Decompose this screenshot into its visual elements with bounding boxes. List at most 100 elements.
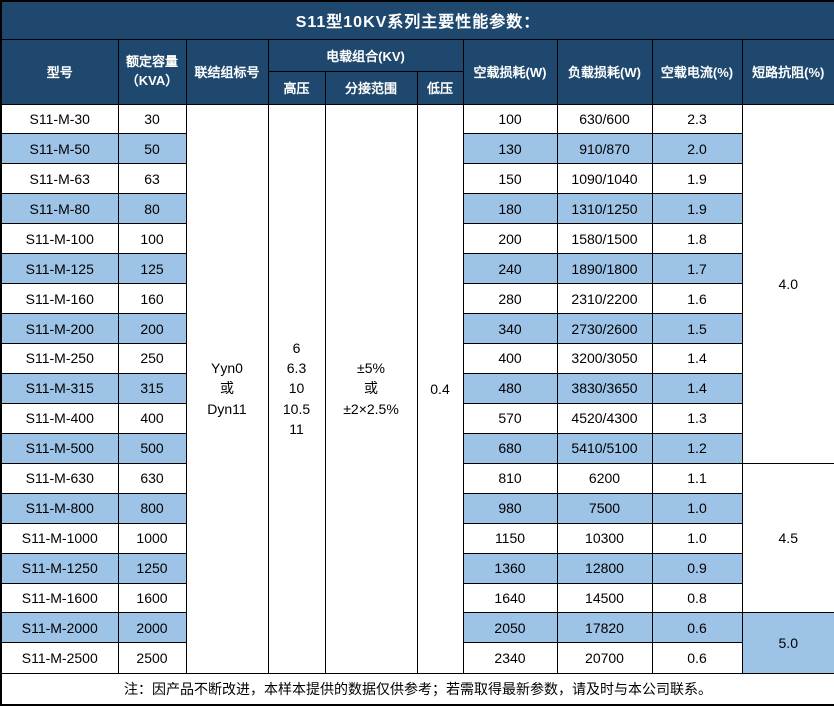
cell-no-load-loss: 340 <box>462 313 558 344</box>
col-header-no-load-loss: 空载损耗(W) <box>462 38 558 105</box>
cell-capacity: 160 <box>117 283 187 315</box>
cell-capacity: 500 <box>117 432 187 464</box>
col-header-hv: 高压 <box>267 70 326 105</box>
cell-no-load-loss: 150 <box>462 163 558 195</box>
cell-model: S11-M-500 <box>0 432 119 464</box>
cell-no-load-loss: 180 <box>462 193 558 225</box>
cell-capacity: 800 <box>117 492 187 524</box>
cell-impedance: 5.0 <box>741 612 834 674</box>
table-row: S11-M-160 160 280 2310/2200 1.6 <box>0 283 834 315</box>
col-header-tap-range: 分接范围 <box>324 70 418 105</box>
cell-load-loss: 1890/1800 <box>556 253 653 285</box>
cell-model: S11-M-1250 <box>0 552 119 584</box>
cell-no-load-loss: 1150 <box>462 522 558 554</box>
cell-no-load-loss: 130 <box>462 133 558 165</box>
cell-load-loss: 1090/1040 <box>556 163 653 195</box>
cell-capacity: 1000 <box>117 522 187 554</box>
table-row: S11-M-250 250 400 3200/3050 1.4 <box>0 343 834 374</box>
col-header-connection: 联结组标号 <box>185 38 269 105</box>
table-row: S11-M-63 63 150 1090/1040 1.9 <box>0 163 834 195</box>
cell-connection: Yyn0 或 Dyn11 <box>185 103 269 674</box>
cell-model: S11-M-250 <box>0 343 119 374</box>
cell-tap-range: ±5% 或 ±2×2.5% <box>324 103 418 674</box>
cell-model: S11-M-200 <box>0 313 119 344</box>
cell-load-loss: 2730/2600 <box>556 313 653 344</box>
cell-no-load-current: 1.1 <box>651 462 743 494</box>
cell-capacity: 125 <box>117 253 187 285</box>
table-row: S11-M-50 50 130 910/870 2.0 <box>0 133 834 165</box>
cell-model: S11-M-160 <box>0 283 119 315</box>
cell-load-loss: 3830/3650 <box>556 372 653 404</box>
cell-no-load-current: 1.4 <box>651 343 743 374</box>
cell-model: S11-M-800 <box>0 492 119 524</box>
table-row: S11-M-500 500 680 5410/5100 1.2 <box>0 432 834 464</box>
cell-capacity: 315 <box>117 372 187 404</box>
cell-load-loss: 14500 <box>556 582 653 614</box>
cell-capacity: 63 <box>117 163 187 195</box>
cell-load-loss: 3200/3050 <box>556 343 653 374</box>
col-header-load-loss: 负载损耗(W) <box>556 38 653 105</box>
cell-no-load-current: 1.2 <box>651 432 743 464</box>
cell-model: S11-M-100 <box>0 223 119 255</box>
cell-load-loss: 4520/4300 <box>556 402 653 434</box>
cell-capacity: 1250 <box>117 552 187 584</box>
footer-note-row: 注：因产品不断改进，本样本提供的数据仅供参考；若需取得最新参数，请及时与本公司联… <box>0 672 834 706</box>
footer-note: 注：因产品不断改进，本样本提供的数据仅供参考；若需取得最新参数，请及时与本公司联… <box>0 672 834 706</box>
col-header-model: 型号 <box>0 38 119 105</box>
cell-capacity: 80 <box>117 193 187 225</box>
cell-no-load-loss: 480 <box>462 372 558 404</box>
cell-no-load-loss: 1360 <box>462 552 558 584</box>
cell-no-load-loss: 1640 <box>462 582 558 614</box>
cell-model: S11-M-400 <box>0 402 119 434</box>
cell-load-loss: 17820 <box>556 612 653 644</box>
cell-no-load-loss: 680 <box>462 432 558 464</box>
cell-no-load-loss: 200 <box>462 223 558 255</box>
cell-no-load-loss: 810 <box>462 462 558 494</box>
cell-capacity: 30 <box>117 103 187 135</box>
cell-no-load-loss: 240 <box>462 253 558 285</box>
cell-load-loss: 6200 <box>556 462 653 494</box>
cell-no-load-current: 0.8 <box>651 582 743 614</box>
cell-load-loss: 1580/1500 <box>556 223 653 255</box>
cell-no-load-current: 1.6 <box>651 283 743 315</box>
table-body: S11-M-30 30 Yyn0 或 Dyn11 6 6.3 10 10.5 11 ±5… <box>0 103 834 674</box>
cell-capacity: 250 <box>117 343 187 374</box>
cell-model: S11-M-30 <box>0 103 119 135</box>
table-row: S11-M-2500 2500 2340 20700 0.6 <box>0 642 834 674</box>
cell-load-loss: 5410/5100 <box>556 432 653 464</box>
cell-no-load-current: 1.4 <box>651 372 743 404</box>
cell-no-load-current: 0.6 <box>651 612 743 644</box>
cell-lv-value: 0.4 <box>416 103 464 674</box>
col-header-voltage-group: 电载组合(KV) <box>267 38 464 72</box>
cell-no-load-current: 2.3 <box>651 103 743 135</box>
cell-no-load-loss: 2050 <box>462 612 558 644</box>
cell-no-load-current: 1.3 <box>651 402 743 434</box>
cell-model: S11-M-80 <box>0 193 119 225</box>
cell-no-load-current: 1.0 <box>651 522 743 554</box>
cell-no-load-current: 1.7 <box>651 253 743 285</box>
table-row: S11-M-200 200 340 2730/2600 1.5 <box>0 313 834 344</box>
table-row: S11-M-30 30 Yyn0 或 Dyn11 6 6.3 10 10.5 11 ±5… <box>0 103 834 674</box>
col-header-impedance: 短路抗阻(%) <box>741 38 834 105</box>
cell-capacity: 100 <box>117 223 187 255</box>
cell-no-load-loss: 980 <box>462 492 558 524</box>
cell-no-load-current: 1.8 <box>651 223 743 255</box>
cell-capacity: 630 <box>117 462 187 494</box>
cell-model: S11-M-125 <box>0 253 119 285</box>
col-header-capacity: 额定容量 （KVA） <box>117 38 187 105</box>
cell-model: S11-M-630 <box>0 462 119 494</box>
cell-capacity: 400 <box>117 402 187 434</box>
cell-load-loss: 910/870 <box>556 133 653 165</box>
table-row: S11-M-2000 2000 2050 17820 0.6 5.0 <box>0 612 834 674</box>
cell-load-loss: 1310/1250 <box>556 193 653 225</box>
cell-capacity: 2500 <box>117 642 187 674</box>
cell-load-loss: 630/600 <box>556 103 653 135</box>
table-row: S11-M-1600 1600 1640 14500 0.8 <box>0 582 834 614</box>
table-row: S11-M-100 100 200 1580/1500 1.8 <box>0 223 834 255</box>
cell-no-load-current: 0.9 <box>651 552 743 584</box>
cell-no-load-loss: 400 <box>462 343 558 374</box>
cell-load-loss: 10300 <box>556 522 653 554</box>
col-header-lv: 低压 <box>416 70 464 105</box>
table-row: S11-M-1000 1000 1150 10300 1.0 <box>0 522 834 554</box>
